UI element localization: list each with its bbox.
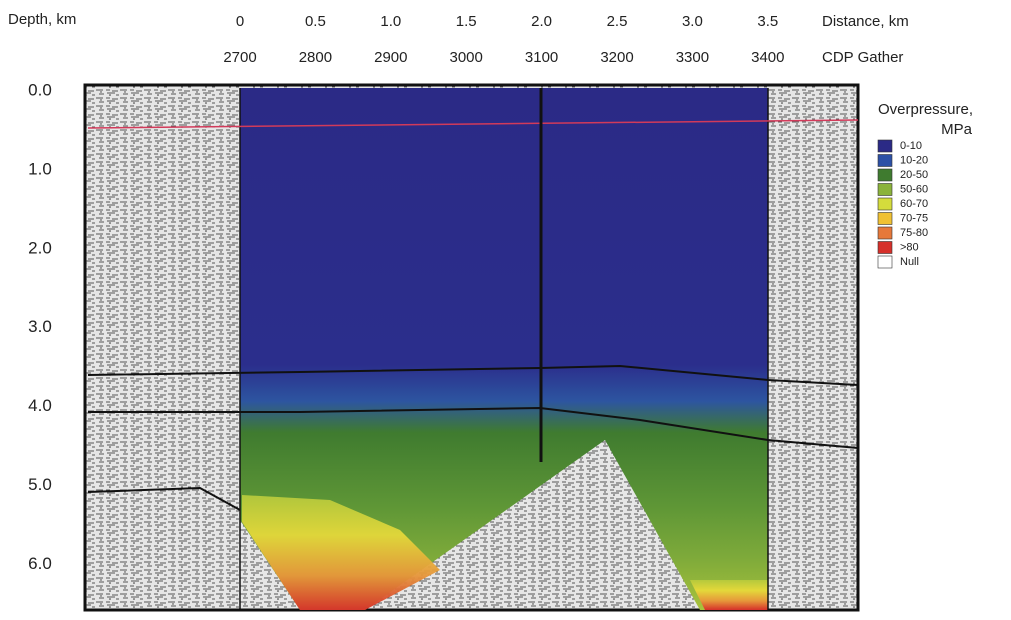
legend-swatch [877,139,893,153]
distance-tick: 0 [236,13,244,30]
horizon [88,406,859,449]
depth-tick: 1.0 [28,159,52,178]
legend-swatch [877,154,893,167]
legend-unit: MPa [941,121,973,138]
cdp-tick: 2900 [374,49,407,66]
legend-swatch [877,168,893,182]
depth-tick: 2.0 [28,238,52,257]
legend-swatch [877,255,893,269]
legend-swatch [877,183,893,196]
overpressure-field [240,88,768,610]
distance-tick: 0.5 [305,13,326,30]
depth-tick: 4.0 [28,396,52,415]
distance-tick: 1.5 [456,13,477,30]
depth-tick: 0.0 [28,80,52,99]
distance-tick: 3.0 [682,13,703,30]
cdp-tick: 3300 [676,49,709,66]
horizon [87,119,859,129]
high-pressure-zone [242,495,440,610]
cdp-tick: 3000 [450,49,483,66]
distance-tick: 3.5 [757,13,778,30]
legend-label: 0-10 [900,140,922,152]
cdp-label: CDP Gather [822,49,903,66]
legend-swatch [877,226,893,240]
legend-label: >80 [900,241,919,253]
depth-label: Depth, km [8,11,76,28]
legend-label: 60-70 [900,198,928,210]
cdp-tick: 2700 [223,49,256,66]
depth-tick: 3.0 [28,317,52,336]
legend-title: Overpressure, [878,101,973,118]
high-pressure-zone [690,580,768,610]
depth-tick: 6.0 [28,554,52,573]
horizon [87,486,241,511]
cdp-tick: 3100 [525,49,558,66]
cdp-tick: 3400 [751,49,784,66]
legend-label: Null [900,256,919,268]
legend-label: 20-50 [900,169,928,181]
legend-swatch [877,197,893,211]
legend-label: 75-80 [900,227,928,239]
distance-tick: 1.0 [380,13,401,30]
distance-tick: 2.0 [531,13,552,30]
legend-swatch [877,212,893,225]
horizon [87,364,859,386]
cdp-tick: 3200 [600,49,633,66]
cdp-tick: 2800 [299,49,332,66]
legend-label: 50-60 [900,183,928,195]
legend-label: 70-75 [900,212,928,224]
distance-tick: 2.5 [607,13,628,30]
depth-tick: 5.0 [28,475,52,494]
legend-label: 10-20 [900,154,928,166]
distance-label: Distance, km [822,13,909,30]
legend-swatch [877,241,893,254]
